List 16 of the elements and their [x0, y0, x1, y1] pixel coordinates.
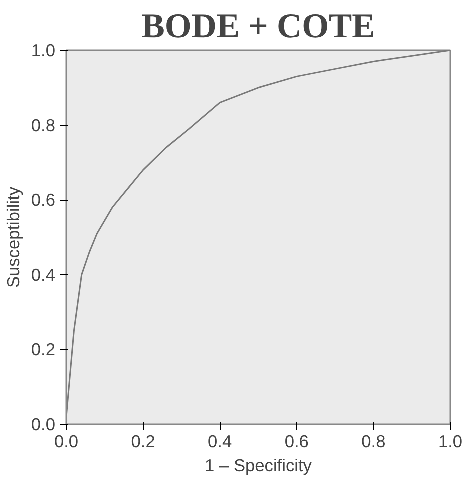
y-tick-label: 0.4 — [31, 264, 56, 285]
y-tick-label: 1.0 — [31, 40, 56, 60]
y-tick-label: 0.0 — [31, 414, 56, 434]
y-tick-label: 0.2 — [31, 340, 56, 360]
x-tick-label: 1.0 — [438, 432, 463, 452]
x-tick-label: 0.8 — [362, 432, 386, 452]
x-tick-label: 0.4 — [208, 432, 233, 452]
y-axis-title: Susceptibility — [3, 186, 24, 288]
y-tick-label: 0.8 — [31, 115, 56, 136]
x-tick-label: 0.6 — [284, 432, 309, 452]
chart-title: BODE + COTE — [142, 8, 376, 46]
y-tick-label: 0.6 — [31, 190, 56, 210]
x-tick-label: 0.0 — [54, 432, 79, 452]
line-series — [66, 50, 450, 418]
x-tick-label: 0.2 — [131, 432, 156, 452]
x-axis-title: 1 – Specificity — [205, 456, 312, 476]
